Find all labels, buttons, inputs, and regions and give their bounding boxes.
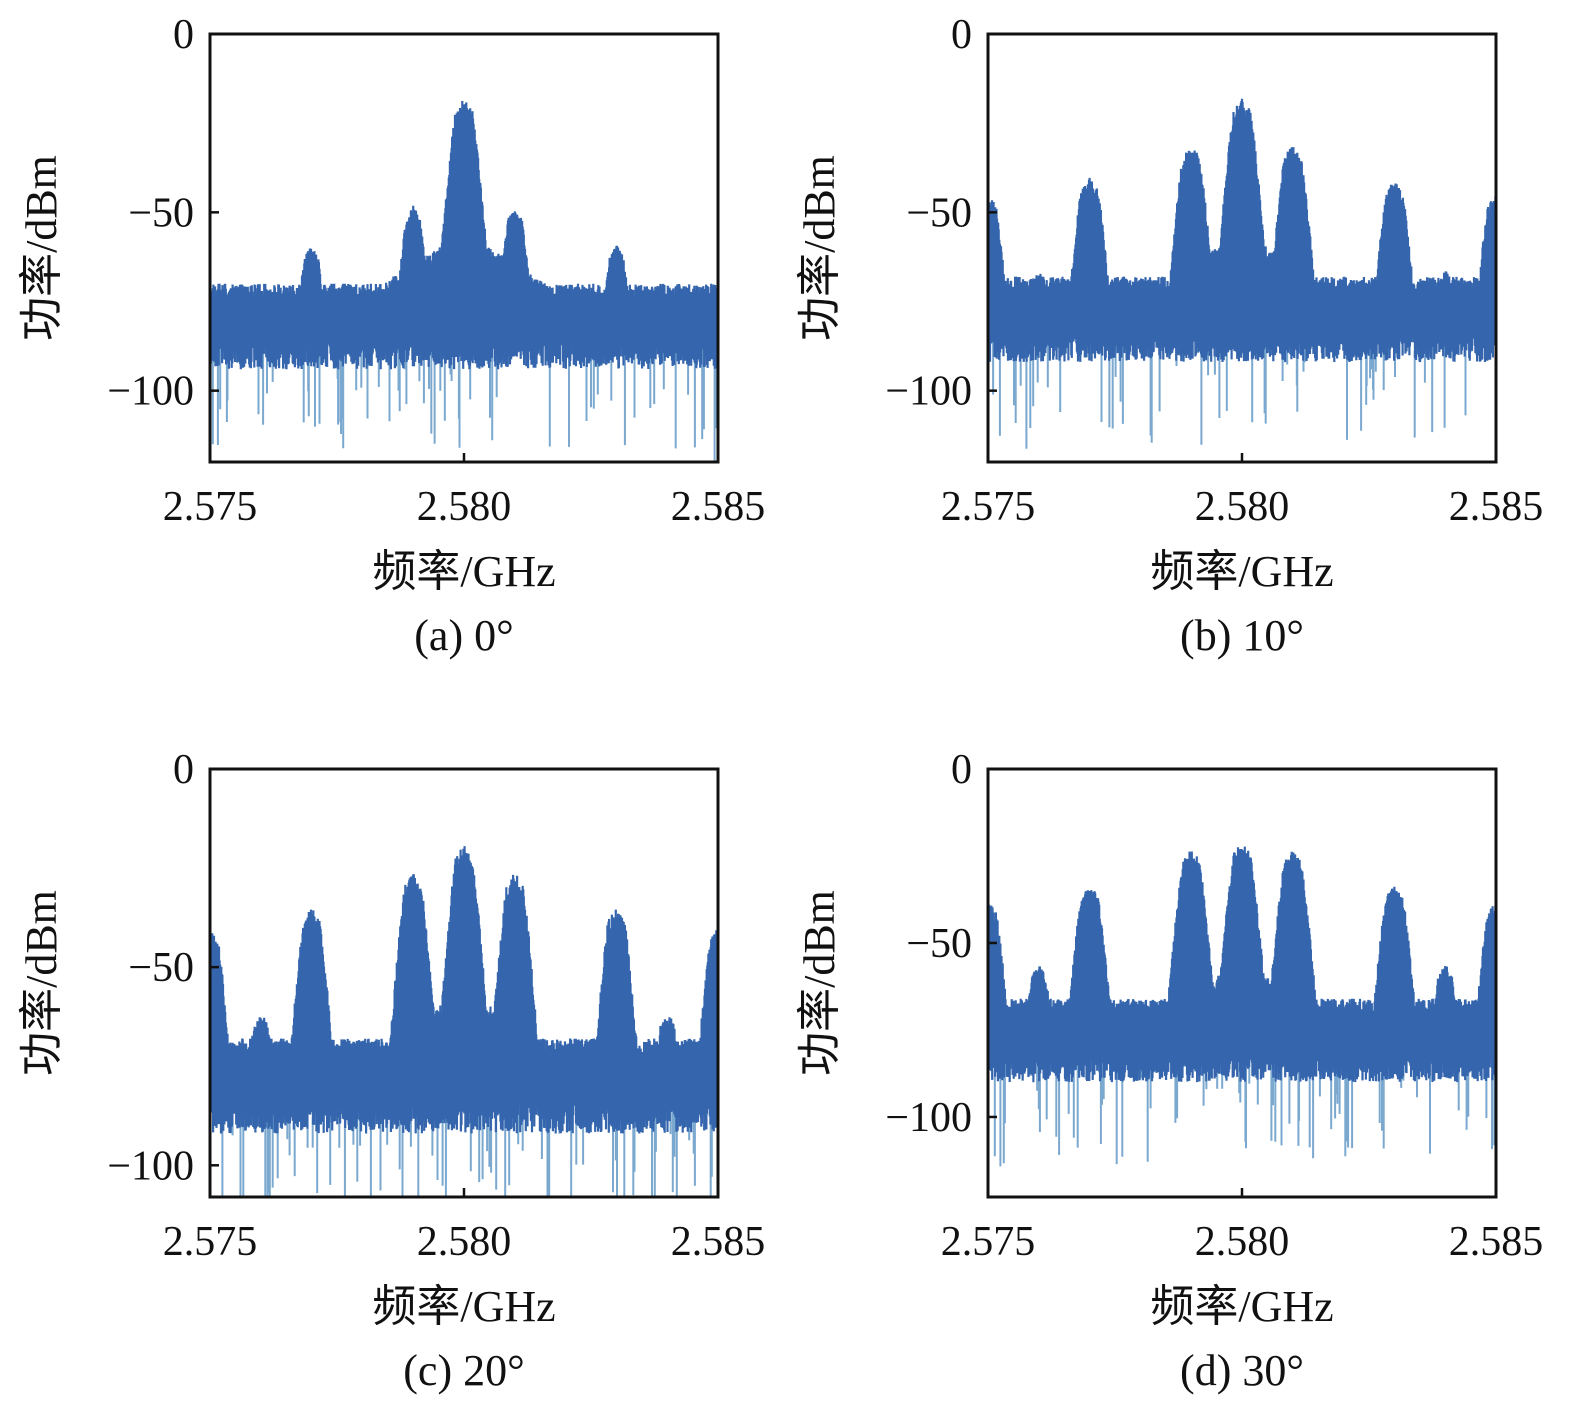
y-axis-label: 功率/dBm: [795, 155, 844, 341]
panel-caption: (a) 0°: [414, 611, 513, 660]
spectrum-line: [988, 846, 1496, 1083]
y-tick-label: −100: [107, 1143, 194, 1189]
x-tick-label: 2.575: [163, 484, 258, 530]
panel-caption: (c) 20°: [403, 1346, 524, 1395]
x-tick-label: 2.580: [1195, 1219, 1290, 1265]
x-tick-label: 2.580: [417, 1219, 512, 1265]
chart-svg: 0 −50 −100 2.575 2.580 2.585 频率/GHz 功率/dBm (a) 0…: [17, 12, 765, 660]
spectrum-line: [210, 846, 718, 1134]
spectrum-trace: [210, 846, 718, 1197]
x-axis-label: 频率/GHz: [372, 1282, 555, 1331]
x-tick-label: 2.575: [941, 484, 1036, 530]
x-axis-label: 频率/GHz: [1150, 547, 1333, 596]
x-tick-label: 2.575: [941, 1219, 1036, 1265]
spectrum-panel-d: 0 −50 −100 2.575 2.580 2.585 频率/GHz 功率/dBm (d) 3…: [778, 735, 1543, 1425]
y-tick-label: 0: [951, 747, 972, 793]
spectrum-trace: [988, 98, 1496, 449]
y-axis-label: 功率/dBm: [17, 155, 66, 341]
spectrum-line: [988, 98, 1496, 363]
y-tick-label: −50: [906, 921, 972, 967]
y-tick-label: −100: [885, 369, 972, 415]
x-axis-label: 频率/GHz: [372, 547, 555, 596]
chart-svg: 0 −50 −100 2.575 2.580 2.585 频率/GHz 功率/dBm (c) 2…: [17, 747, 765, 1395]
y-tick-label: 0: [173, 12, 194, 58]
spectrum-panel-c: 0 −50 −100 2.575 2.580 2.585 频率/GHz 功率/dBm (c) 2…: [0, 735, 765, 1425]
x-tick-label: 2.585: [1449, 484, 1544, 530]
x-tick-label: 2.585: [671, 484, 766, 530]
x-tick-label: 2.580: [417, 484, 512, 530]
y-axis-label: 功率/dBm: [17, 890, 66, 1076]
y-tick-label: −100: [885, 1095, 972, 1141]
spectrum-panel-a: 0 −50 −100 2.575 2.580 2.585 频率/GHz 功率/dBm (a) 0…: [0, 0, 765, 690]
spectrum-trace: [988, 846, 1496, 1167]
y-tick-label: −50: [128, 190, 194, 236]
y-tick-label: −100: [107, 369, 194, 415]
y-tick-label: 0: [173, 747, 194, 793]
x-tick-label: 2.575: [163, 1219, 258, 1265]
y-tick-label: 0: [951, 12, 972, 58]
panel-caption: (d) 30°: [1180, 1346, 1304, 1395]
x-tick-label: 2.580: [1195, 484, 1290, 530]
chart-svg: 0 −50 −100 2.575 2.580 2.585 频率/GHz 功率/dBm (d) 3…: [795, 747, 1543, 1395]
y-tick-label: −50: [906, 190, 972, 236]
spectrum-line: [210, 100, 718, 370]
x-tick-label: 2.585: [1449, 1219, 1544, 1265]
chart-svg: 0 −50 −100 2.575 2.580 2.585 频率/GHz 功率/dBm (b) 1…: [795, 12, 1543, 660]
spectrum-panel-b: 0 −50 −100 2.575 2.580 2.585 频率/GHz 功率/dBm (b) 1…: [778, 0, 1543, 690]
panel-caption: (b) 10°: [1180, 611, 1304, 660]
y-tick-label: −50: [128, 945, 194, 991]
spectrum-trace: [210, 100, 718, 462]
noise-dips: [221, 1094, 713, 1197]
x-tick-label: 2.585: [671, 1219, 766, 1265]
y-axis-label: 功率/dBm: [795, 890, 844, 1076]
x-axis-label: 频率/GHz: [1150, 1282, 1333, 1331]
